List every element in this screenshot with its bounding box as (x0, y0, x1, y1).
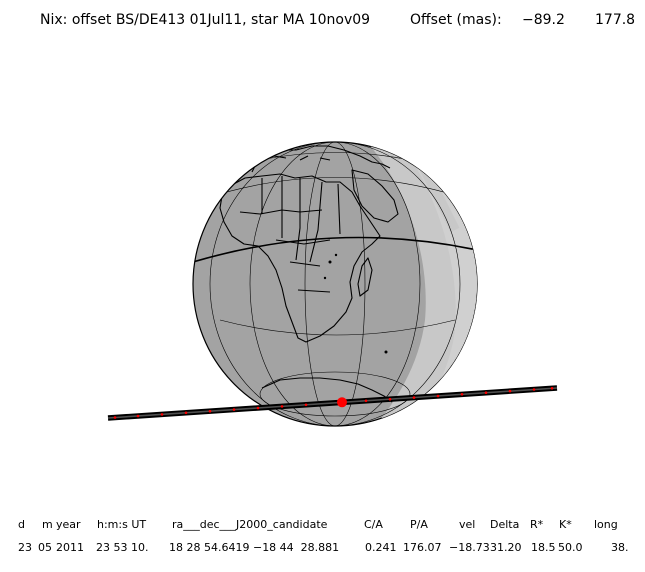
meridian-line (304, 142, 366, 426)
col-header-radec: ra___dec___J2000_candidate (172, 518, 328, 531)
value-delta: 31.20 (490, 541, 522, 554)
value-vel: −18.73 (449, 541, 490, 554)
offset-dec-value: 177.8 (595, 12, 636, 28)
value-m: 05 (38, 541, 52, 554)
col-header-time: h:m:s UT (97, 518, 147, 531)
shadow-path (107, 385, 558, 421)
col-header-vel: vel (459, 518, 476, 531)
parallel-line (199, 177, 471, 201)
value-radec: 18 28 54.6419 −18 44 28.881 (169, 541, 340, 554)
value-pa: 176.07 (403, 541, 442, 554)
col-header-pa: P/A (410, 518, 428, 531)
meridian-line (209, 142, 461, 426)
value-rstar: 18.5 (531, 541, 556, 554)
col-header-kstar: K* (559, 518, 572, 531)
parallel-line (219, 319, 456, 336)
value-kstar: 50.0 (558, 541, 583, 554)
value-year: 2011 (56, 541, 84, 554)
value-d: 23 (18, 541, 32, 554)
col-header-m: m (42, 518, 53, 531)
offset-label: Offset (mas): (410, 12, 502, 28)
col-header-d: d (18, 518, 25, 531)
europe-coastline (251, 145, 391, 173)
value-ca: 0.241 (365, 541, 397, 554)
country-borders (239, 176, 341, 293)
africa-coastline (219, 173, 381, 343)
plot-title: Nix: offset BS/DE413 01Jul11, star MA 10… (40, 12, 371, 28)
col-header-rstar: R* (530, 518, 544, 531)
arabia-coastline (351, 169, 399, 223)
col-header-ca: C/A (364, 518, 383, 531)
offset-ra-value: −89.2 (522, 12, 565, 28)
col-header-year: year (56, 518, 81, 531)
closest-approach-marker (337, 397, 347, 408)
value-long: 38. (611, 541, 629, 554)
col-header-delta: Delta (490, 518, 520, 531)
meridian-line (249, 142, 421, 426)
antarctica-coastline (261, 377, 393, 403)
value-time: 23 53 10. (96, 541, 149, 554)
madagascar-coastline (357, 257, 373, 297)
parallel-line (259, 371, 411, 417)
col-header-long: long (594, 518, 618, 531)
equator-line (193, 236, 477, 263)
